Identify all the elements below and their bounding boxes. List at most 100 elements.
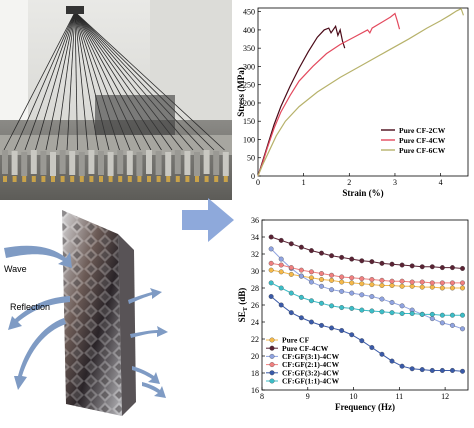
se-series-2-point <box>449 265 455 271</box>
se-series-3-point <box>429 316 435 322</box>
se-legend-swatch-marker <box>269 345 275 351</box>
se-series-5-point <box>339 328 345 333</box>
se-y-tick-label: 34 <box>251 233 259 242</box>
se-series-5-point <box>278 302 284 308</box>
stress-legend-label: Pure CF-6CW <box>399 146 446 155</box>
se-series-3-point <box>329 287 335 293</box>
se-y-tick-label: 26 <box>251 301 259 310</box>
se-series-4-point <box>288 265 294 271</box>
transmission-arrow-1 <box>128 288 162 304</box>
se-series-2-point <box>319 250 324 256</box>
se-legend-label: CF:GF(2:1)-4CW <box>282 360 340 369</box>
se-series-6-point <box>268 280 274 286</box>
stress-x-tick-label: 3 <box>393 178 397 187</box>
stress-y-tick-label: 300 <box>243 62 255 71</box>
se-x-axis-title: Frequency (Hz) <box>335 402 395 412</box>
se-series-3-point <box>379 296 385 302</box>
se-series-6-point <box>278 285 284 291</box>
stress-y-tick-label: 350 <box>243 44 255 53</box>
flow-arrow-shape <box>182 198 234 242</box>
se-series-3-point <box>349 290 355 296</box>
se-y-tick-label: 28 <box>251 284 259 293</box>
tensile-test-rig-illustration <box>0 0 232 200</box>
se-series-4-point <box>419 279 425 285</box>
se-series-1-point <box>399 283 405 289</box>
transmission-arrow-3 <box>132 366 160 384</box>
se-series-5-point <box>439 367 445 373</box>
stress-y-tick-label: 150 <box>243 117 255 126</box>
stress-legend-label: Pure CF-4CW <box>399 136 446 145</box>
se-series-line-2 <box>270 236 463 269</box>
stress-x-tick-label: 1 <box>302 178 306 187</box>
se-series-2-point <box>379 260 385 266</box>
se-series-1-point <box>449 285 455 291</box>
stress-x-tick-label: 4 <box>439 178 443 187</box>
stress-x-tick-label: 0 <box>256 178 260 187</box>
se-series-4-point <box>399 278 405 284</box>
se-series-4-point <box>319 271 324 276</box>
se-series-2-point <box>460 266 465 271</box>
se-series-6-point <box>389 310 395 316</box>
se-series-5-point <box>369 345 375 350</box>
se-series-5-point <box>298 315 304 321</box>
se-series-1-point <box>379 282 385 288</box>
se-series-6-point <box>349 305 355 311</box>
se-series-6-point <box>308 298 314 304</box>
transmission-arrow-2 <box>130 326 168 338</box>
se-series-6-point <box>359 307 365 313</box>
stress-y-axis-title: Stress (MPa) <box>236 67 246 117</box>
stress-plot-frame <box>257 7 469 177</box>
se-series-3-point <box>308 279 314 285</box>
se-series-3-point <box>298 273 304 279</box>
se-series-2-point <box>339 254 345 260</box>
stress-strain-chart: 0 1 2 3 4 0 50 100 150 200 250 300 350 400 450 Strain (… <box>236 2 472 208</box>
se-series-4-point <box>409 279 415 285</box>
se-legend-swatch-marker <box>269 378 275 384</box>
se-series-3-point <box>399 303 405 309</box>
se-series-5-point <box>389 358 395 364</box>
se-x-tick-label: 10 <box>350 392 358 401</box>
shielding-diagram: Wave Reflection <box>0 206 232 423</box>
se-series-6-point <box>379 309 385 315</box>
se-series-4-point <box>268 260 274 266</box>
se-series-3-point <box>278 256 284 262</box>
se-series-2-point <box>268 234 274 240</box>
se-series-2-point <box>329 253 335 259</box>
se-series-3-point <box>389 299 395 305</box>
se-series-6-point <box>329 303 335 309</box>
shielding-effectiveness-chart: 8 9 10 11 12 16 18 20 22 24 26 28 30 32 34 36 Frequency … <box>236 212 472 421</box>
se-series-6-point <box>429 311 435 317</box>
se-series-6-point <box>369 308 375 314</box>
se-y-tick-label: 22 <box>251 335 259 344</box>
se-legend-swatch-marker <box>269 353 275 359</box>
se-series-5-point <box>460 368 465 374</box>
se-legend-swatch-marker <box>269 337 275 343</box>
se-series-4-point <box>329 272 335 278</box>
se-series-3-point <box>449 322 455 328</box>
tensile-test-photo <box>0 0 232 200</box>
se-y-tick-label: 32 <box>251 250 259 259</box>
stress-x-axis-title: Strain (%) <box>342 188 383 198</box>
se-series-1-point <box>389 282 395 288</box>
se-series-3-point <box>339 288 345 294</box>
se-x-tick-label: 8 <box>260 392 264 401</box>
se-legend-label: CF:GF(3:2)-4CW <box>282 368 340 377</box>
se-series-2-point <box>419 264 425 270</box>
se-series-5-point <box>359 338 365 344</box>
se-series-1-point <box>278 269 284 275</box>
se-series-6-point <box>319 300 324 306</box>
se-x-tick-label: 12 <box>441 392 449 401</box>
se-series-3-point <box>460 326 465 332</box>
se-series-5-point <box>429 367 435 373</box>
se-series-5-point <box>319 322 324 328</box>
se-series-6-point <box>419 311 425 317</box>
se-series-1-point <box>308 275 314 281</box>
se-series-2-point <box>429 264 435 270</box>
se-x-tick-label: 11 <box>395 392 403 401</box>
se-series-5-point <box>329 325 335 331</box>
reflection-arrow-upper <box>8 296 70 330</box>
stress-y-tick-label: 450 <box>243 8 255 17</box>
right-arrow-icon <box>178 196 240 246</box>
se-series-4-point <box>278 262 284 268</box>
se-series-2-point <box>308 248 314 254</box>
